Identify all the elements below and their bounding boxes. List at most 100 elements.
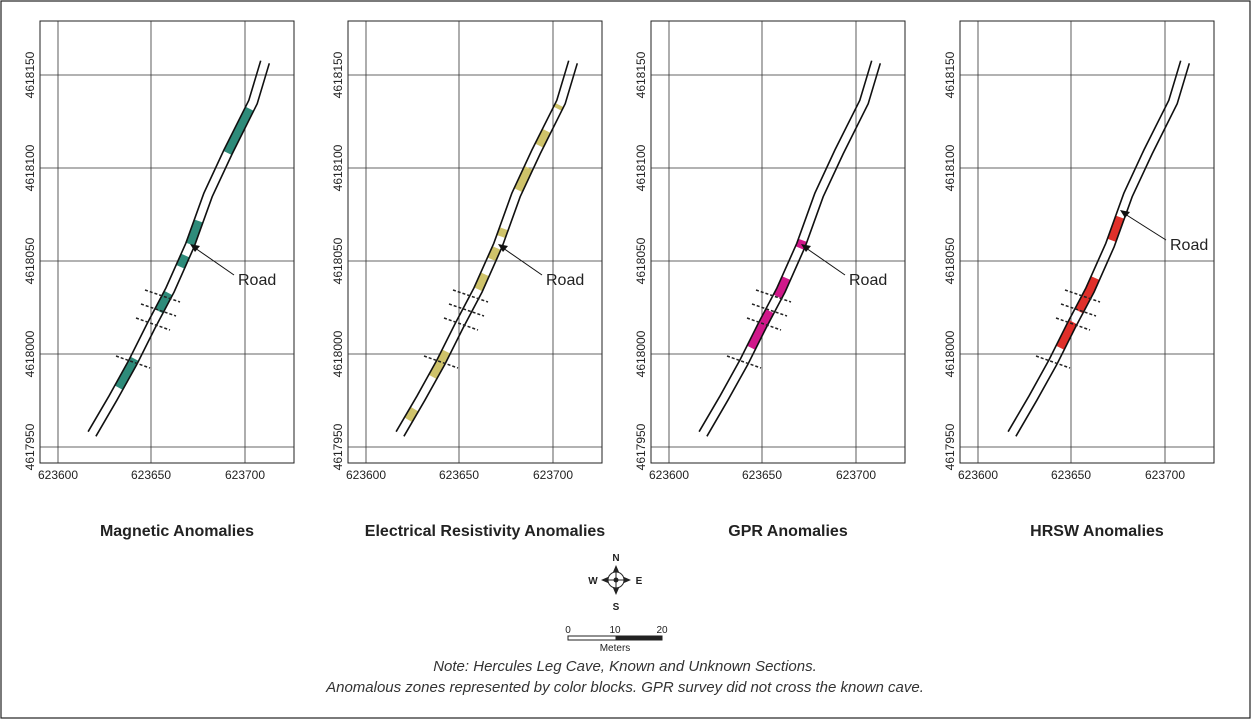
anomaly-block — [223, 106, 254, 155]
map-panel: 623600 623650 623700 4618150 4618100 4618050 4… — [331, 20, 606, 540]
panel-frame — [347, 20, 603, 464]
panel-title: Electrical Resistivity Anomalies — [365, 523, 606, 540]
compass-north-label: N — [612, 553, 619, 564]
easting-tick-label: 623650 — [131, 468, 171, 482]
northing-tick-label: 4618150 — [943, 51, 957, 98]
northing-tick-label: 4617950 — [23, 423, 37, 470]
northing-tick-label: 4618050 — [943, 237, 957, 284]
anomaly-block — [1107, 215, 1125, 242]
anomaly-block — [186, 219, 203, 246]
road-arrowhead — [801, 244, 811, 252]
survey-traverse — [140, 303, 177, 317]
survey-traverse — [423, 355, 459, 369]
northing-tick-label: 4618050 — [23, 237, 37, 284]
northing-tick-label: 4618000 — [943, 330, 957, 377]
anomaly-block — [773, 276, 791, 299]
northing-tick-label: 4618000 — [634, 330, 648, 377]
road-arrow — [502, 247, 543, 276]
road-edge — [395, 60, 570, 433]
easting-tick-label: 623650 — [742, 468, 782, 482]
compass-east-label: E — [636, 576, 643, 587]
survey-traverse — [448, 303, 485, 317]
scale-tick-10: 10 — [609, 625, 621, 636]
anomaly-block — [553, 103, 564, 111]
easting-tick-label: 623600 — [346, 468, 386, 482]
easting-tick-label: 623600 — [649, 468, 689, 482]
anomaly-block — [428, 349, 451, 380]
anomaly-block — [514, 166, 533, 193]
road-edge — [1007, 60, 1182, 433]
survey-traverse — [1035, 355, 1071, 369]
survey-traverse — [1055, 317, 1091, 331]
scale-tick-0: 0 — [565, 625, 571, 636]
survey-traverse — [1064, 289, 1101, 303]
northing-tick-label: 4617950 — [331, 423, 345, 470]
survey-traverse — [443, 317, 479, 331]
road-edge — [87, 60, 262, 433]
legend-layer: N S E W 0 10 20 Meters Note: Hercules Le… — [325, 553, 924, 696]
easting-tick-label: 623700 — [1145, 468, 1185, 482]
survey-traverse — [144, 289, 181, 303]
road-arrowhead — [1120, 210, 1130, 218]
compass-south-label: S — [613, 602, 620, 613]
anomaly-block — [1056, 320, 1077, 350]
map-panel: 623600 623650 623700 4618150 4618100 4618050 4… — [23, 20, 295, 540]
road-arrow — [194, 247, 235, 276]
road-edge — [95, 63, 271, 437]
survey-traverse — [1060, 303, 1097, 317]
road-label: Road — [849, 272, 887, 289]
panels-layer: 623600 623650 623700 4618150 4618100 4618050 4… — [23, 20, 1215, 540]
northing-tick-label: 4618000 — [331, 330, 345, 377]
panel-frame — [650, 20, 906, 464]
easting-tick-label: 623650 — [439, 468, 479, 482]
road-label: Road — [238, 272, 276, 289]
scale-unit: Meters — [600, 643, 631, 654]
northing-tick-label: 4618000 — [23, 330, 37, 377]
anomaly-block — [747, 309, 774, 350]
easting-tick-label: 623650 — [1051, 468, 1091, 482]
road-arrow — [805, 247, 846, 276]
northing-tick-label: 4618150 — [23, 51, 37, 98]
northing-tick-label: 4618100 — [943, 144, 957, 191]
compass-west-label: W — [588, 576, 598, 587]
anomaly-block — [496, 227, 509, 238]
easting-tick-label: 623600 — [38, 468, 78, 482]
anomaly-block — [1074, 276, 1100, 314]
scale-bar: 0 10 20 Meters — [565, 625, 668, 654]
road-arrow — [1124, 213, 1167, 241]
easting-tick-label: 623700 — [225, 468, 265, 482]
note-line-1: Note: Hercules Leg Cave, Known and Unkno… — [433, 658, 817, 675]
northing-tick-label: 4618150 — [634, 51, 648, 98]
road-arrowhead — [190, 244, 200, 252]
anomaly-block — [487, 246, 501, 262]
survey-traverse — [726, 355, 762, 369]
anomaly-block — [404, 406, 419, 423]
northing-tick-label: 4617950 — [634, 423, 648, 470]
northing-tick-label: 4618100 — [23, 144, 37, 191]
road-edge — [1015, 63, 1191, 437]
survey-traverse — [135, 317, 171, 331]
anomaly-block — [154, 290, 173, 314]
scale-tick-20: 20 — [656, 625, 668, 636]
northing-tick-label: 4617950 — [943, 423, 957, 470]
map-panel: 623600 623650 623700 4618150 4618100 4618050 4… — [943, 20, 1215, 540]
road-label: Road — [1170, 237, 1208, 254]
road-edge — [403, 63, 579, 437]
survey-traverse — [115, 355, 151, 369]
northing-tick-label: 4618100 — [634, 144, 648, 191]
compass-rose: N S E W — [588, 553, 642, 613]
road-edge — [706, 63, 882, 437]
anomaly-block — [474, 272, 490, 292]
panel-title: GPR Anomalies — [728, 523, 848, 540]
survey-traverse — [755, 289, 792, 303]
easting-tick-label: 623700 — [836, 468, 876, 482]
road-label: Road — [546, 272, 584, 289]
easting-tick-label: 623600 — [958, 468, 998, 482]
northing-tick-label: 4618150 — [331, 51, 345, 98]
easting-tick-label: 623700 — [533, 468, 573, 482]
anomaly-block — [114, 356, 139, 390]
panel-title: HRSW Anomalies — [1030, 523, 1164, 540]
northing-tick-label: 4618100 — [331, 144, 345, 191]
